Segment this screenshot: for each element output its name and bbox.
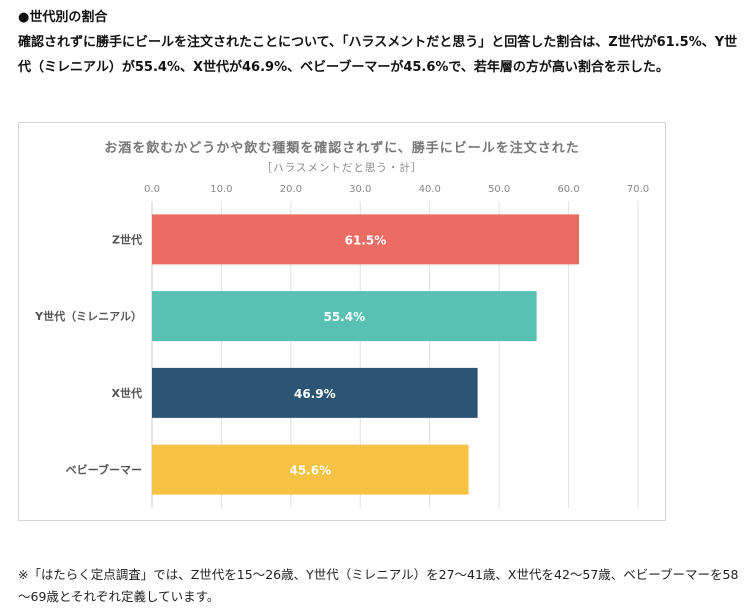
chart-subtitle: ［ハラスメントだと思う・計］ <box>261 162 423 174</box>
bar <box>152 444 469 495</box>
x-tick-label: 20.0 <box>280 184 302 195</box>
bar <box>152 367 478 418</box>
intro-paragraph: 確認されずに勝手にビールを注文されたことについて、「ハラスメントだと思う」と回答… <box>18 35 738 75</box>
data-label: 46.9% <box>294 387 336 401</box>
x-tick-label: 10.0 <box>210 184 232 195</box>
bar <box>152 214 579 265</box>
chart-container: お酒を飲むかどうかや飲む種類を確認されずに、勝手にビールを注文された ［ハラスメ… <box>18 122 666 521</box>
x-tick-label: 30.0 <box>349 184 371 195</box>
category-label: Y世代（ミレニアル） <box>34 309 142 323</box>
x-tick-label: 0.0 <box>144 184 160 195</box>
x-tick-label: 70.0 <box>627 184 649 195</box>
category-label: Z世代 <box>112 232 142 246</box>
x-tick-label: 60.0 <box>557 184 579 195</box>
x-tick-label: 50.0 <box>488 184 510 195</box>
x-tick-label: 40.0 <box>419 184 441 195</box>
bar <box>152 291 537 342</box>
category-label: ベビーブーマー <box>66 463 142 477</box>
data-label: 61.5% <box>345 233 387 247</box>
section-heading: ●世代別の割合 <box>18 10 108 25</box>
category-label: X世代 <box>112 386 142 400</box>
data-label: 55.4% <box>323 310 365 324</box>
bar-chart-plot: 0.0 10.0 20.0 30.0 40.0 50.0 60.0 70.0 Z世代 61.5% Y… <box>34 184 649 508</box>
data-label: 45.6% <box>289 464 331 478</box>
footnote: ※「はたらく定点調査」では、Z世代を15～26歳、Y世代（ミレニアル）を27～4… <box>18 567 739 604</box>
chart-title: お酒を飲むかどうかや飲む種類を確認されずに、勝手にビールを注文された <box>104 141 580 156</box>
